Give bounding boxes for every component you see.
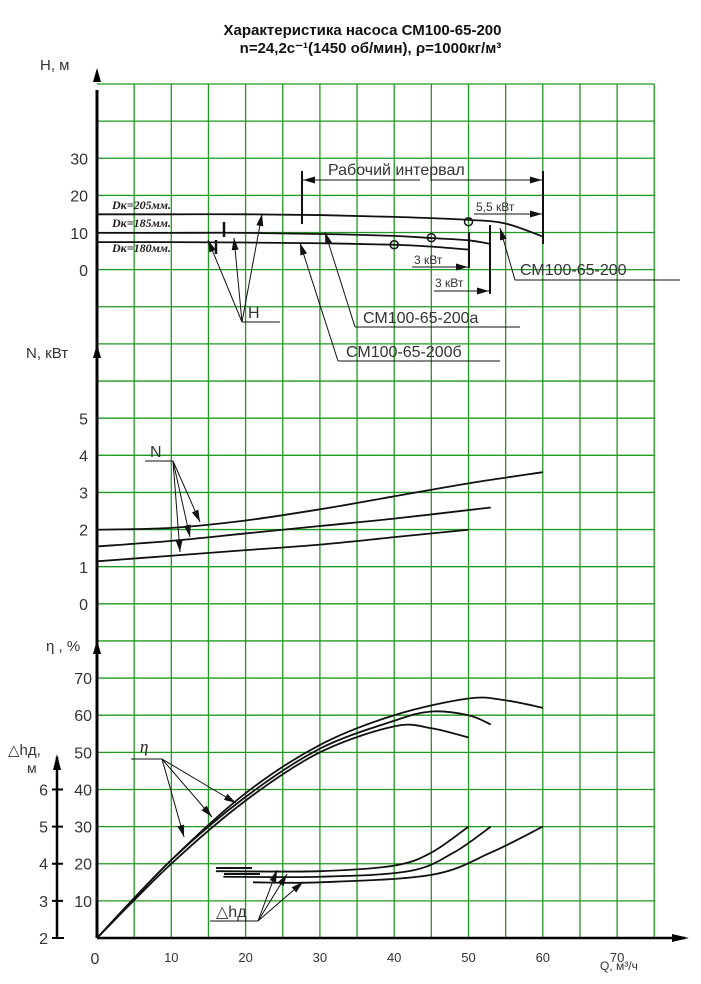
pump-200a-label: СМ100-65-200а [363,310,479,327]
grid [97,83,655,938]
x-tick: 60 [536,950,550,965]
curve [96,506,491,548]
working-interval-label: Рабочий интервал [328,162,465,179]
dh-axis-label: △hд, [8,742,41,759]
power-3b-label: 3 кВт [435,276,464,290]
curve [97,231,491,245]
pump-200b-label: СМ100-65-200б [346,344,462,361]
h-curve-label: H [248,305,260,322]
curve [253,825,544,884]
n-tick: 2 [79,523,88,540]
curve [96,471,543,531]
power-3a-label: 3 кВт [414,253,443,267]
curve [215,825,470,873]
d185-label: Dк=185мм. [111,216,171,230]
h-tick: 0 [79,263,88,280]
h-tick: 10 [70,226,88,243]
dh-tick: 5 [39,820,48,837]
power-55-label: 5,5 кВт [476,200,515,214]
annotations [131,171,680,922]
x-tick: 0 [91,951,100,968]
x-tick: 40 [387,950,401,965]
curve [96,710,492,939]
x-tick: 70 [610,950,624,965]
d205-label: Dк=205мм. [111,198,171,212]
eta-tick: 20 [74,857,92,874]
eta-tick: 70 [74,671,92,688]
dh-tick: 6 [39,782,48,799]
eta-tick: 60 [74,708,92,725]
h-tick: 20 [70,189,88,206]
x-tick: 20 [238,950,252,965]
h-axis-label: H, м [40,57,69,74]
n-tick: 5 [79,411,88,428]
curve [97,213,544,238]
n-curve-label: N [150,444,162,461]
dh-tick: 4 [39,857,48,874]
n-tick: 3 [79,486,88,503]
curve [96,241,469,251]
curve [96,723,469,939]
eta-axis-label: η , % [46,638,80,655]
chart-title: Характеристика насоса СМ100-65-200 [223,22,502,39]
eta-curve-label: η [140,737,148,756]
eta-tick: 50 [74,745,92,762]
n-tick: 1 [79,560,88,577]
curve [96,528,469,563]
dh-axis-unit: м [27,760,37,776]
h-tick: 30 [70,152,88,169]
chart-subtitle: n=24,2c⁻¹(1450 об/мин), ρ=1000кг/м³ [239,40,502,57]
dh-curve-label: △hд [216,904,247,921]
n-axis-label: N, кВт [26,345,68,362]
pump-200-label: СМ100-65-200 [520,262,627,279]
curve [223,825,492,879]
dh-tick: 3 [39,894,48,911]
n-tick: 4 [79,448,88,465]
dh-tick: 2 [39,931,48,948]
eta-tick: 30 [74,820,92,837]
curves [96,213,544,939]
x-tick: 10 [164,950,178,965]
x-tick: 50 [461,950,475,965]
x-tick: 30 [313,950,327,965]
eta-tick: 40 [74,782,92,799]
d180-label: Dк=180мм. [111,241,171,255]
n-tick: 0 [79,597,88,614]
x-axis-label: Q, м³/ч [600,959,638,973]
eta-tick: 10 [74,894,92,911]
